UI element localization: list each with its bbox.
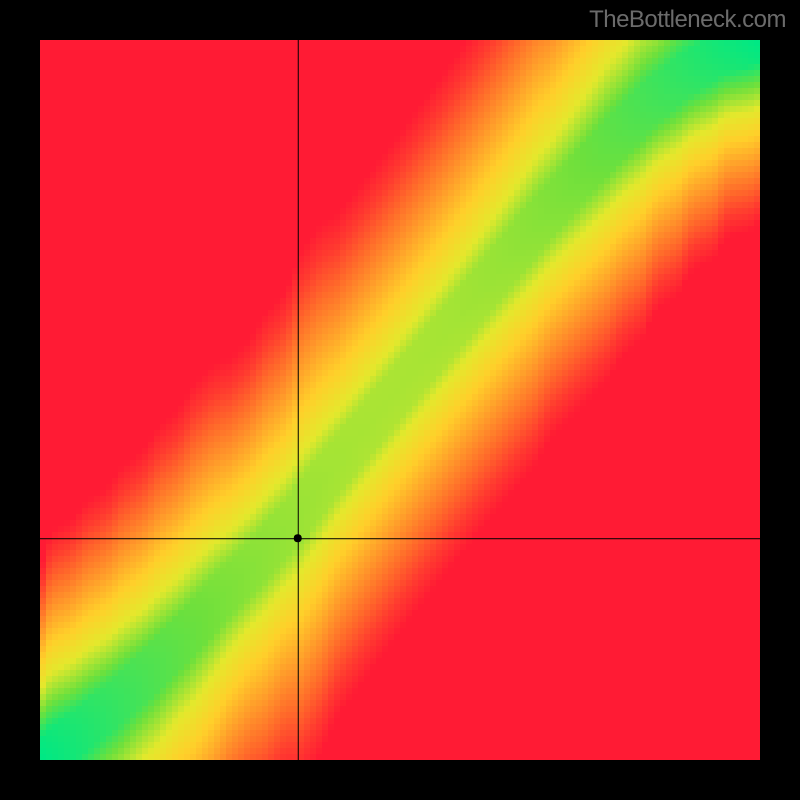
crosshair-overlay	[40, 40, 760, 760]
watermark-text: TheBottleneck.com	[589, 6, 786, 34]
chart-container: TheBottleneck.com	[0, 0, 800, 800]
heatmap-plot	[40, 40, 760, 760]
